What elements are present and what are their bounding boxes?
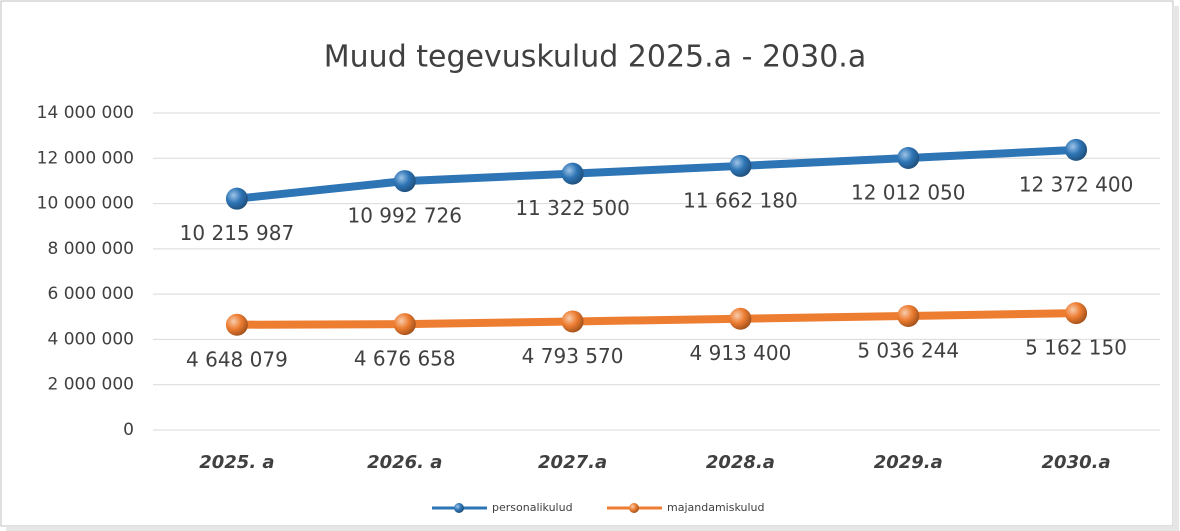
- data-label: 4 913 400: [690, 341, 792, 365]
- marker: [393, 313, 416, 336]
- data-label: 4 676 658: [354, 347, 456, 371]
- chart-title: Muud tegevuskulud 2025.a - 2030.a: [324, 40, 866, 75]
- y-tick-label: 12 000 000: [37, 148, 134, 168]
- frame-shadow: [6, 526, 1179, 531]
- data-label: 12 372 400: [1019, 172, 1134, 196]
- marker: [729, 154, 752, 177]
- x-tick-label: 2030.a: [1042, 452, 1111, 473]
- legend-label: majandamiskulud: [667, 501, 764, 514]
- y-tick-label: 14 000 000: [37, 103, 134, 123]
- data-label: 10 215 987: [180, 221, 295, 245]
- y-tick-label: 0: [123, 420, 134, 440]
- y-tick-label: 2 000 000: [47, 375, 134, 395]
- y-tick-label: 4 000 000: [47, 329, 134, 349]
- marker: [897, 304, 920, 327]
- data-label: 11 662 180: [683, 188, 798, 212]
- legend-label: personalikulud: [492, 501, 573, 514]
- marker: [561, 162, 584, 185]
- x-tick-label: 2029.a: [874, 452, 943, 473]
- x-tick-label: 2027.a: [538, 452, 607, 473]
- marker: [393, 170, 416, 193]
- marker: [1065, 302, 1088, 325]
- marker: [897, 147, 920, 170]
- data-label: 5 036 244: [857, 338, 959, 362]
- marker: [1065, 138, 1088, 161]
- marker: [561, 310, 584, 333]
- series-line: [236, 309, 1077, 329]
- data-label: 11 322 500: [515, 196, 630, 220]
- data-label: 12 012 050: [851, 181, 966, 205]
- legend-marker: [629, 503, 639, 513]
- series-line: [236, 145, 1077, 203]
- marker: [225, 313, 248, 336]
- data-label: 5 162 150: [1025, 336, 1127, 360]
- y-tick-label: 6 000 000: [47, 284, 134, 304]
- y-tick-label: 8 000 000: [47, 239, 134, 259]
- data-label: 10 992 726: [347, 204, 462, 228]
- data-label: 4 793 570: [522, 344, 624, 368]
- x-tick-label: 2025. a: [199, 452, 274, 473]
- y-tick-label: 10 000 000: [37, 194, 134, 214]
- x-tick-label: 2028.a: [706, 452, 775, 473]
- frame-shadow: [1173, 6, 1179, 530]
- data-label: 4 648 079: [186, 347, 288, 371]
- marker: [225, 187, 248, 210]
- marker: [729, 307, 752, 330]
- legend-marker: [454, 503, 464, 513]
- x-tick-label: 2026. a: [367, 452, 442, 473]
